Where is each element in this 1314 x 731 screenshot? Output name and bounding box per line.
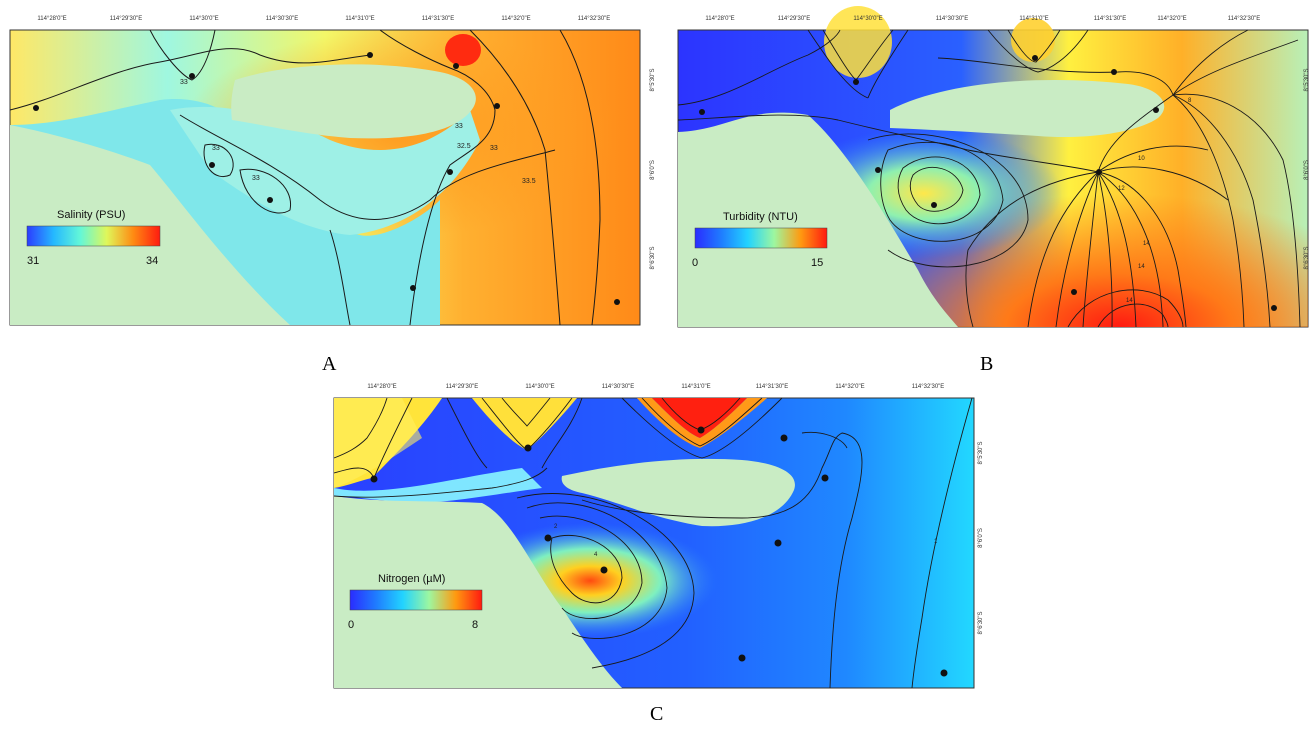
land-west	[678, 112, 958, 327]
svg-text:8°5'30"S: 8°5'30"S	[1304, 68, 1310, 91]
svg-text:114°31'30"E: 114°31'30"E	[1094, 16, 1127, 22]
svg-text:114°30'30"E: 114°30'30"E	[266, 16, 299, 22]
contour-label: 33	[252, 175, 260, 182]
longitude-ticks: 114°28'0"E 114°29'30"E 114°30'0"E 114°30…	[37, 16, 610, 22]
svg-text:114°29'30"E: 114°29'30"E	[778, 16, 811, 22]
contour-label: 8	[1188, 98, 1192, 104]
svg-text:114°32'0"E: 114°32'0"E	[1157, 16, 1186, 22]
contour-label: 4	[594, 552, 598, 558]
svg-text:114°31'30"E: 114°31'30"E	[756, 384, 789, 390]
svg-text:114°31'30"E: 114°31'30"E	[422, 16, 455, 22]
svg-text:114°31'0"E: 114°31'0"E	[345, 16, 374, 22]
legend-title: Nitrogen (µM)	[378, 573, 445, 585]
sampling-stations	[33, 52, 620, 305]
legend-max: 34	[146, 255, 158, 267]
svg-text:114°29'30"E: 114°29'30"E	[110, 16, 143, 22]
panel-label-a: A	[322, 353, 337, 375]
svg-text:8°5'30"S: 8°5'30"S	[650, 68, 656, 91]
contour-label: 2	[554, 524, 558, 530]
svg-text:8°6'30"S: 8°6'30"S	[650, 246, 656, 269]
svg-text:114°28'0"E: 114°28'0"E	[367, 384, 396, 390]
panel-a-salinity-map: 33 33 33 33 32.5 33 33.5 114°28'0"E 114°…	[9, 16, 656, 326]
contour-label: 14	[1138, 264, 1145, 270]
svg-text:114°32'0"E: 114°32'0"E	[501, 16, 530, 22]
island	[890, 79, 1165, 138]
svg-text:8°6'0"S: 8°6'0"S	[650, 160, 656, 180]
svg-text:114°28'0"E: 114°28'0"E	[705, 16, 734, 22]
legend-min: 31	[27, 255, 39, 267]
panel-b-turbidity-map: 8 10 12 14 14 14 114°28'0"E 114°29'30"E …	[677, 6, 1310, 328]
contour-label: 14	[1126, 298, 1133, 304]
island	[561, 458, 795, 527]
svg-text:114°32'0"E: 114°32'0"E	[835, 384, 864, 390]
contour-label: 1	[934, 539, 938, 545]
svg-text:114°30'30"E: 114°30'30"E	[602, 384, 635, 390]
svg-text:114°29'30"E: 114°29'30"E	[446, 384, 479, 390]
svg-text:114°30'0"E: 114°30'0"E	[525, 384, 554, 390]
svg-text:114°32'30"E: 114°32'30"E	[578, 16, 611, 22]
svg-text:8°5'30"S: 8°5'30"S	[978, 441, 984, 464]
contour-label: 33	[212, 145, 220, 152]
svg-text:114°31'0"E: 114°31'0"E	[1019, 16, 1048, 22]
svg-text:8°6'0"S: 8°6'0"S	[1304, 160, 1310, 180]
latitude-ticks: 8°5'30"S 8°6'0"S 8°6'30"S	[1304, 68, 1310, 269]
svg-text:114°32'30"E: 114°32'30"E	[912, 384, 945, 390]
legend-min: 0	[348, 619, 354, 631]
svg-text:114°30'30"E: 114°30'30"E	[936, 16, 969, 22]
legend-title: Turbidity (NTU)	[723, 211, 798, 223]
latitude-ticks: 8°5'30"S 8°6'0"S 8°6'30"S	[650, 68, 656, 269]
legend-max: 8	[472, 619, 478, 631]
island	[231, 64, 476, 139]
contour-label: 33	[490, 145, 498, 152]
svg-text:114°28'0"E: 114°28'0"E	[37, 16, 66, 22]
legend-colorbar	[26, 225, 161, 247]
svg-text:114°32'30"E: 114°32'30"E	[1228, 16, 1261, 22]
legend-max: 15	[811, 257, 823, 269]
svg-text:114°30'0"E: 114°30'0"E	[189, 16, 218, 22]
svg-text:8°6'30"S: 8°6'30"S	[1304, 246, 1310, 269]
svg-text:114°31'0"E: 114°31'0"E	[681, 384, 710, 390]
salinity-maximum	[445, 34, 481, 66]
svg-text:114°30'0"E: 114°30'0"E	[853, 16, 882, 22]
contour-label: 33.5	[522, 178, 536, 185]
legend-turbidity: Turbidity (NTU) 0 15	[692, 211, 828, 269]
legend-nitrogen: Nitrogen (µM) 0 8	[348, 573, 483, 631]
latitude-ticks: 8°5'30"S 8°6'0"S 8°6'30"S	[978, 441, 984, 634]
legend-title: Salinity (PSU)	[57, 209, 125, 221]
legend-colorbar	[694, 227, 828, 249]
contour-label: 10	[1138, 156, 1145, 162]
panel-c-nitrogen-map: 4 2 1 114°28'0"E 114°29'30"E 114°30'0"E …	[333, 384, 984, 689]
longitude-ticks: 114°28'0"E 114°29'30"E 114°30'0"E 114°30…	[367, 384, 944, 390]
contour-label: 33	[455, 123, 463, 130]
panel-label-b: B	[980, 353, 994, 375]
svg-text:8°6'30"S: 8°6'30"S	[978, 611, 984, 634]
contour-label: 12	[1118, 186, 1125, 192]
contour-label: 33	[180, 79, 188, 86]
contour-label: 32.5	[457, 143, 471, 150]
svg-text:8°6'0"S: 8°6'0"S	[978, 528, 984, 548]
contour-label: 14	[1143, 241, 1150, 247]
legend-salinity: Salinity (PSU) 31 34	[26, 209, 161, 267]
legend-colorbar	[349, 589, 483, 611]
land-west	[10, 125, 290, 325]
sampling-stations	[699, 55, 1277, 311]
panel-label-c: C	[650, 703, 664, 725]
legend-min: 0	[692, 257, 698, 269]
longitude-ticks: 114°28'0"E 114°29'30"E 114°30'0"E 114°30…	[705, 16, 1260, 22]
sampling-stations	[370, 426, 948, 677]
